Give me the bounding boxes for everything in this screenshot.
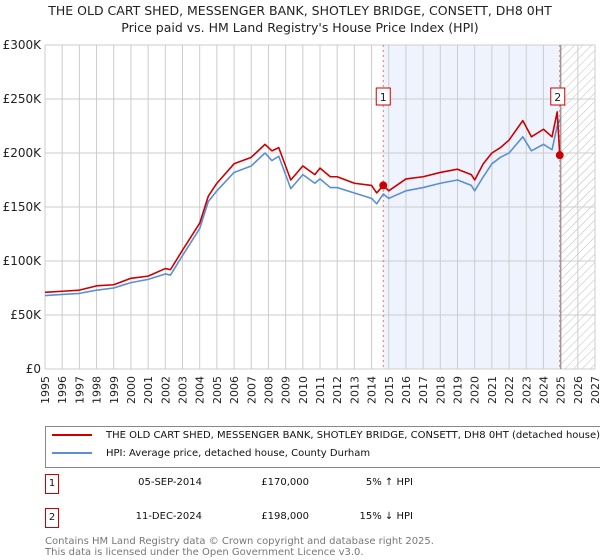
y-tick-label: £250K	[3, 92, 43, 106]
x-tick-label: 2026	[572, 376, 585, 404]
legend-label: HPI: Average price, detached house, Coun…	[106, 448, 371, 459]
y-tick-label: £100K	[3, 254, 43, 268]
sale-number-badge: 1	[45, 474, 59, 494]
hpi-line	[44, 118, 562, 297]
x-tick-label: 1998	[91, 376, 104, 404]
property-price-line	[44, 111, 561, 294]
x-tick-label: 2007	[245, 376, 258, 404]
x-tick-label: 1995	[39, 376, 52, 404]
x-tick-label: 1999	[108, 376, 121, 404]
sale-label: 2	[554, 91, 561, 104]
x-tick-label: 2020	[469, 376, 482, 404]
sale-hpi-diff: 5% ↑ HPI	[365, 477, 413, 488]
legend: THE OLD CART SHED, MESSENGER BANK, SHOTL…	[45, 426, 600, 468]
sale-label-box	[550, 87, 566, 106]
sale-label-box	[375, 87, 391, 106]
sale-point	[555, 151, 564, 160]
x-tick-label: 2015	[383, 376, 396, 404]
x-tick-label: 2016	[400, 376, 413, 404]
x-tick-label: 1996	[56, 376, 69, 404]
y-tick-label: £300K	[3, 38, 43, 52]
x-tick-label: 2000	[125, 376, 138, 404]
price-chart: 1995 1996 1997 1998 1999 2000 2001 2002 2003 2004…	[3, 38, 600, 404]
chart-title: THE OLD CART SHED, MESSENGER BANK, SHOTL…	[48, 3, 552, 18]
x-tick-label: 2025	[555, 376, 568, 404]
x-tick-label: 1997	[73, 376, 86, 404]
x-tick-label: 2012	[331, 376, 344, 404]
legend-swatch-blue	[52, 452, 92, 454]
sale-price: £170,000	[261, 477, 309, 488]
x-tick-label: 2014	[366, 376, 379, 404]
x-tick-label: 2018	[434, 376, 447, 404]
footer-copyright: Contains HM Land Registry data © Crown c…	[45, 536, 434, 547]
x-tick-label: 2005	[211, 376, 224, 404]
x-tick-label: 2011	[314, 376, 327, 404]
footer-licence: This data is licensed under the Open Gov…	[45, 547, 364, 558]
legend-item-property: THE OLD CART SHED, MESSENGER BANK, SHOTL…	[52, 430, 600, 446]
x-tick-label: 2010	[297, 376, 310, 404]
x-tick-label: 2008	[262, 376, 275, 404]
x-tick-label: 2023	[520, 376, 533, 404]
x-tick-label: 2001	[142, 376, 155, 404]
sale-point	[379, 181, 388, 190]
x-tick-label: 2021	[486, 376, 499, 404]
x-tick-label: 2006	[228, 376, 241, 404]
x-tick-label: 2003	[177, 376, 190, 404]
sale-date: 05-SEP-2014	[138, 477, 202, 488]
sale-number-badge: 2	[45, 508, 59, 528]
sale-price: £198,000	[261, 511, 309, 522]
y-tick-label: £200K	[3, 146, 43, 160]
x-tick-label: 2024	[537, 376, 550, 404]
x-tick-label: 2027	[589, 376, 600, 404]
x-tick-label: 2004	[194, 376, 207, 404]
x-tick-label: 2022	[503, 376, 516, 404]
x-tick-label: 2009	[280, 376, 293, 404]
y-tick-label: £0	[26, 362, 41, 376]
sale-hpi-diff: 15% ↓ HPI	[359, 511, 413, 522]
x-tick-label: 2002	[159, 376, 172, 404]
sale-label: 1	[380, 91, 387, 104]
y-tick-label: £150K	[3, 200, 43, 214]
x-tick-label: 2019	[452, 376, 465, 404]
chart-subtitle: Price paid vs. HM Land Registry's House …	[121, 20, 479, 35]
x-tick-label: 2013	[348, 376, 361, 404]
sale-date: 11-DEC-2024	[135, 511, 202, 522]
legend-label: THE OLD CART SHED, MESSENGER BANK, SHOTL…	[106, 430, 600, 441]
legend-swatch-red	[52, 434, 92, 436]
legend-item-hpi: HPI: Average price, detached house, Coun…	[52, 448, 370, 464]
y-tick-label: £50K	[10, 308, 42, 322]
x-tick-label: 2017	[417, 376, 430, 404]
